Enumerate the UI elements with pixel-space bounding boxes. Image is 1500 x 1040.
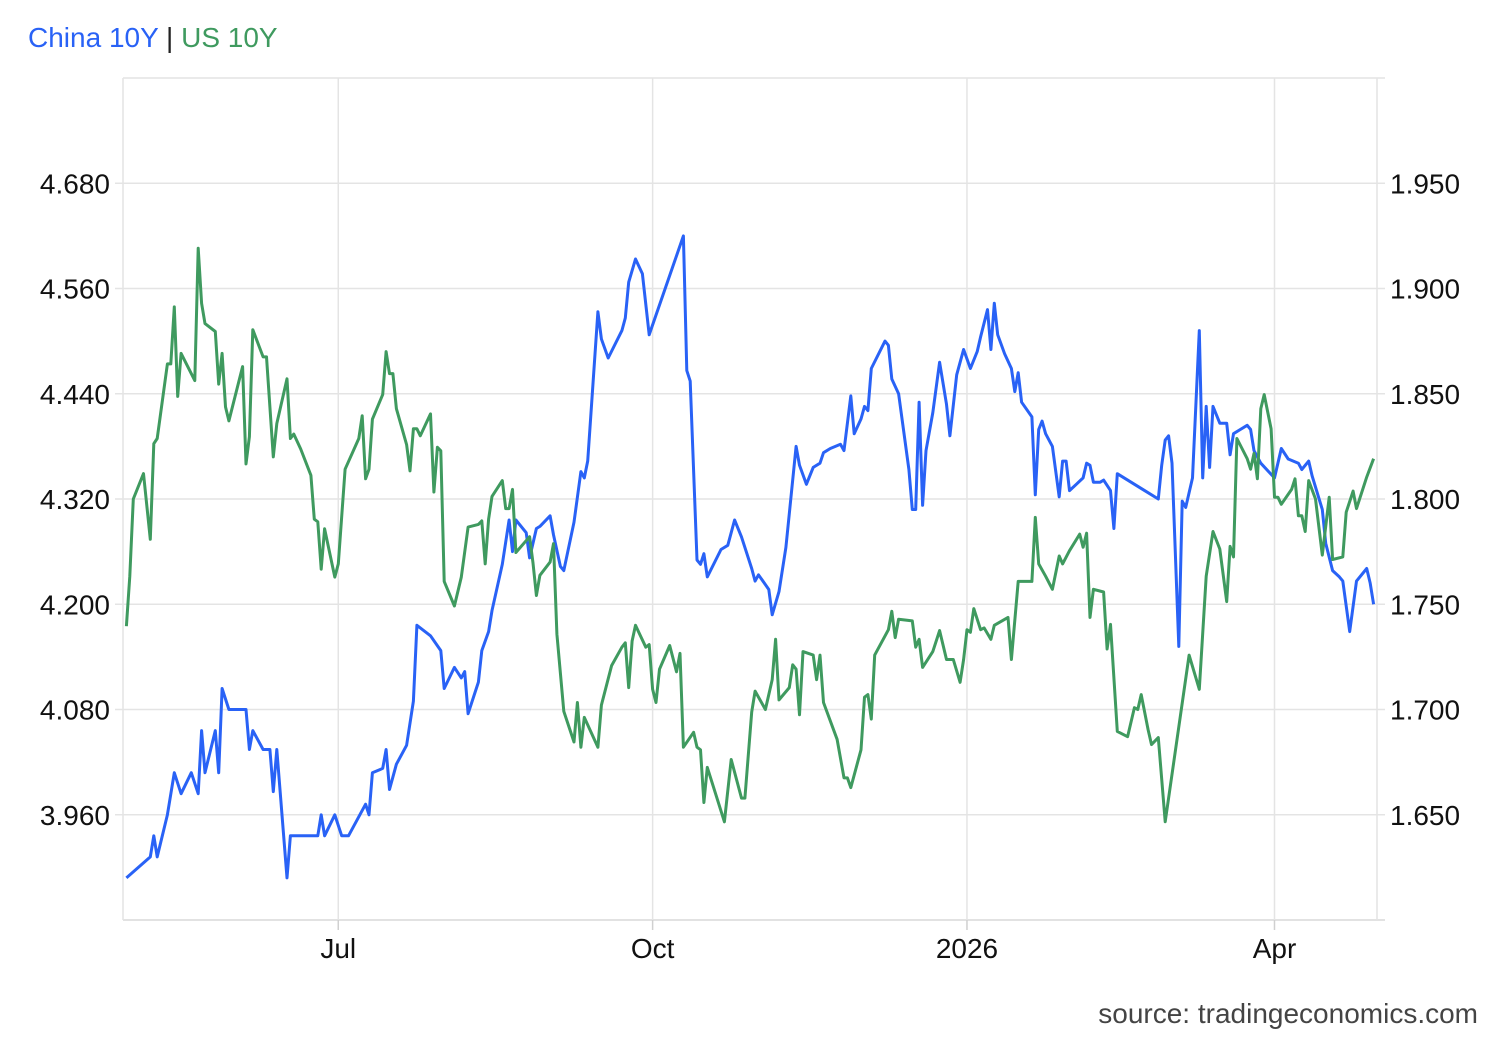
left-axis-tick-label: 4.560 bbox=[40, 274, 110, 305]
legend-us-10y[interactable]: US 10Y bbox=[181, 22, 278, 53]
left-axis-tick-label: 4.080 bbox=[40, 695, 110, 726]
right-axis-tick-label: 1.750 bbox=[1390, 589, 1460, 620]
x-axis-tick-label: Apr bbox=[1253, 933, 1297, 964]
left-axis-tick-label: 3.960 bbox=[40, 800, 110, 831]
chart-legend: China 10Y | US 10Y bbox=[28, 22, 278, 54]
right-axis-tick-label: 1.700 bbox=[1390, 695, 1460, 726]
series-line-china-10y bbox=[125, 234, 1376, 880]
x-axis-tick-label: Jul bbox=[320, 933, 356, 964]
right-axis-tick-label: 1.900 bbox=[1390, 274, 1460, 305]
legend-china-10y[interactable]: China 10Y bbox=[28, 22, 159, 53]
left-axis-tick-label: 4.680 bbox=[40, 168, 110, 199]
left-axis-tick-label: 4.320 bbox=[40, 484, 110, 515]
right-axis-tick-label: 1.650 bbox=[1390, 800, 1460, 831]
right-axis-tick-label: 1.800 bbox=[1390, 484, 1460, 515]
left-axis-tick-label: 4.440 bbox=[40, 379, 110, 410]
x-axis-tick-label: Oct bbox=[631, 933, 675, 964]
left-axis-tick-label: 4.200 bbox=[40, 589, 110, 620]
source-credit: source: tradingeconomics.com bbox=[1098, 998, 1478, 1029]
x-axis-tick-label: 2026 bbox=[936, 933, 998, 964]
right-axis-tick-label: 1.850 bbox=[1390, 379, 1460, 410]
legend-separator: | bbox=[166, 22, 174, 53]
series-line-us-10y bbox=[124, 246, 1376, 824]
right-axis-tick-label: 1.950 bbox=[1390, 168, 1460, 199]
